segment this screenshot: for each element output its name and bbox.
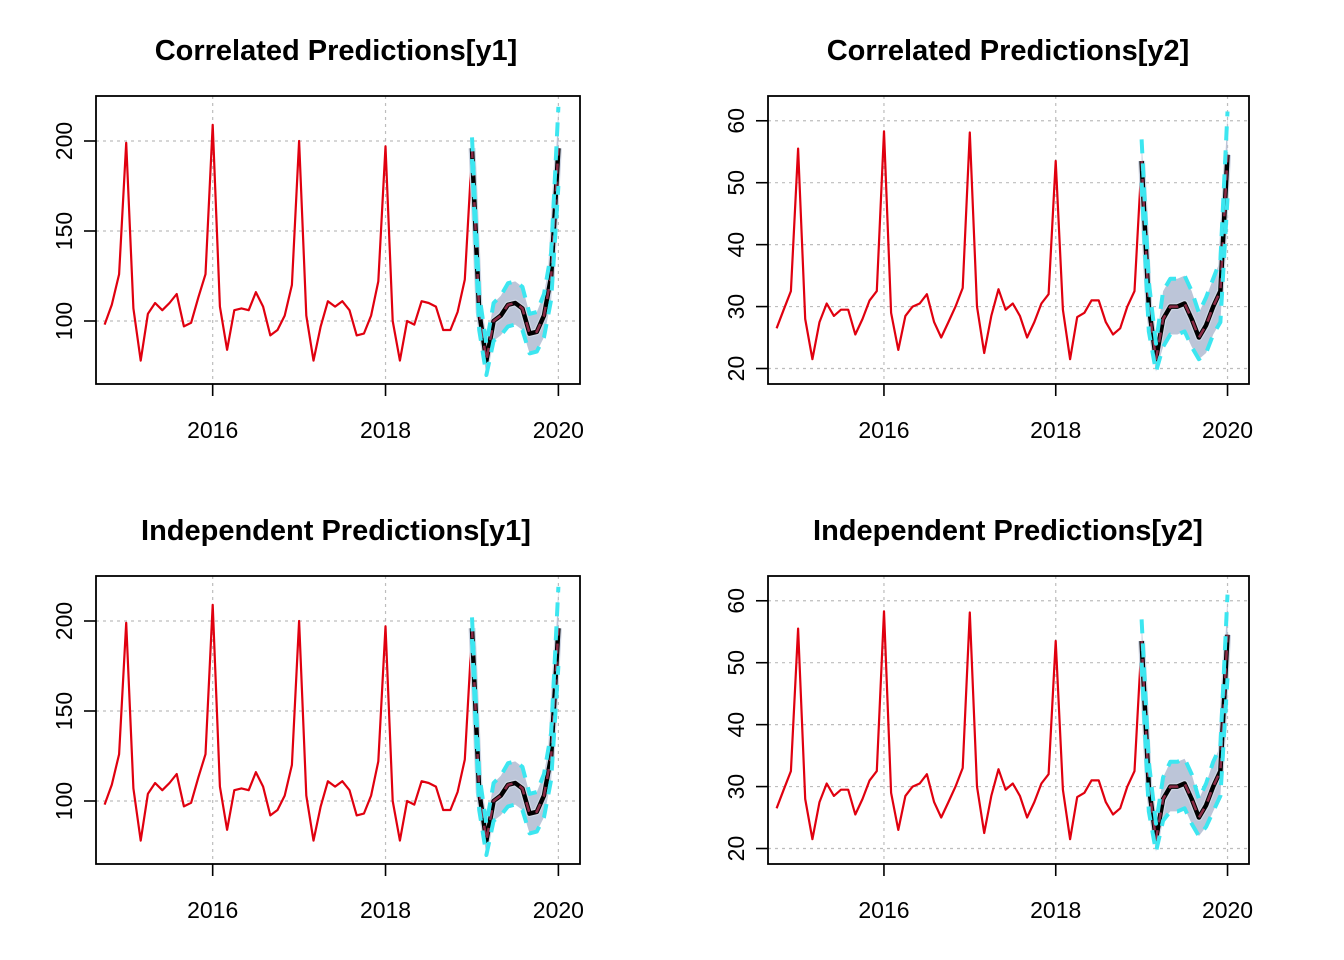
chart-panel-independent-y2: Independent Predictions[y2] 2016 2018 2020…	[723, 515, 1253, 923]
series-history	[775, 610, 1143, 841]
series-history	[103, 603, 474, 842]
y-tick-label: 20	[723, 356, 749, 382]
chart-title: Independent Predictions[y1]	[141, 515, 531, 547]
x-tick-label: 2018	[360, 417, 411, 443]
y-tick-label: 60	[723, 108, 749, 134]
chart-panel-correlated-y2: Correlated Predictions[y2] 2016 2018 20202…	[723, 35, 1253, 443]
series-lower-bound	[1139, 182, 1230, 374]
x-tick-label: 2016	[858, 417, 909, 443]
series-forecast-mean-dash	[1140, 154, 1229, 361]
plot-frame	[767, 575, 1250, 865]
plot-frame	[95, 575, 581, 865]
y-tick-label: 150	[51, 212, 77, 250]
y-tick-label: 100	[51, 302, 77, 340]
series-history	[103, 123, 474, 362]
series-upper-bound	[470, 586, 561, 827]
series-forecast-mean-dash	[1140, 634, 1229, 841]
chart-panel-correlated-y1: Correlated Predictions[y1] 2016 2018 2020 1…	[51, 35, 584, 443]
y-tick-label: 30	[723, 294, 749, 320]
series-upper-bound	[1139, 111, 1230, 346]
chart-title: Correlated Predictions[y2]	[827, 35, 1190, 67]
x-tick-label: 2020	[533, 417, 584, 443]
chart-title: Independent Predictions[y2]	[813, 515, 1203, 547]
grid	[96, 576, 580, 864]
series-forecast-mean-dash	[470, 628, 560, 842]
y-tick-label: 150	[51, 692, 77, 730]
confidence-band	[1141, 111, 1228, 372]
y-tick-label: 50	[723, 170, 749, 196]
y-tick-label: 100	[51, 782, 77, 820]
y-tick-label: 20	[723, 836, 749, 862]
y-tick-label: 30	[723, 774, 749, 800]
x-tick-label: 2016	[858, 897, 909, 923]
y-tick-label: 40	[723, 232, 749, 258]
x-tick-label: 2018	[1030, 897, 1081, 923]
chart-panel-independent-y1: Independent Predictions[y1] 2016 2018 2020…	[51, 515, 584, 923]
y-tick-label: 50	[723, 650, 749, 676]
plot-frame	[767, 95, 1250, 385]
y-tick-label: 40	[723, 712, 749, 738]
y-tick-label: 60	[723, 588, 749, 614]
x-tick-label: 2016	[187, 897, 238, 923]
grid	[96, 96, 580, 384]
y-tick-label: 200	[51, 122, 77, 160]
series-lower-bound	[1139, 662, 1230, 854]
x-tick-label: 2018	[1030, 417, 1081, 443]
x-tick-label: 2020	[1202, 417, 1253, 443]
plot-frame	[95, 95, 581, 385]
x-tick-label: 2016	[187, 417, 238, 443]
y-tick-label: 200	[51, 602, 77, 640]
x-tick-label: 2020	[1202, 897, 1253, 923]
series-lower-bound	[470, 638, 561, 857]
x-tick-label: 2018	[360, 897, 411, 923]
series-history	[775, 130, 1143, 361]
series-upper-bound	[1139, 594, 1230, 826]
series-lower-bound	[470, 158, 561, 377]
series-upper-bound	[470, 106, 561, 347]
chart-title: Correlated Predictions[y1]	[155, 35, 518, 67]
series-forecast-mean-dash	[470, 148, 560, 362]
x-tick-label: 2020	[533, 897, 584, 923]
